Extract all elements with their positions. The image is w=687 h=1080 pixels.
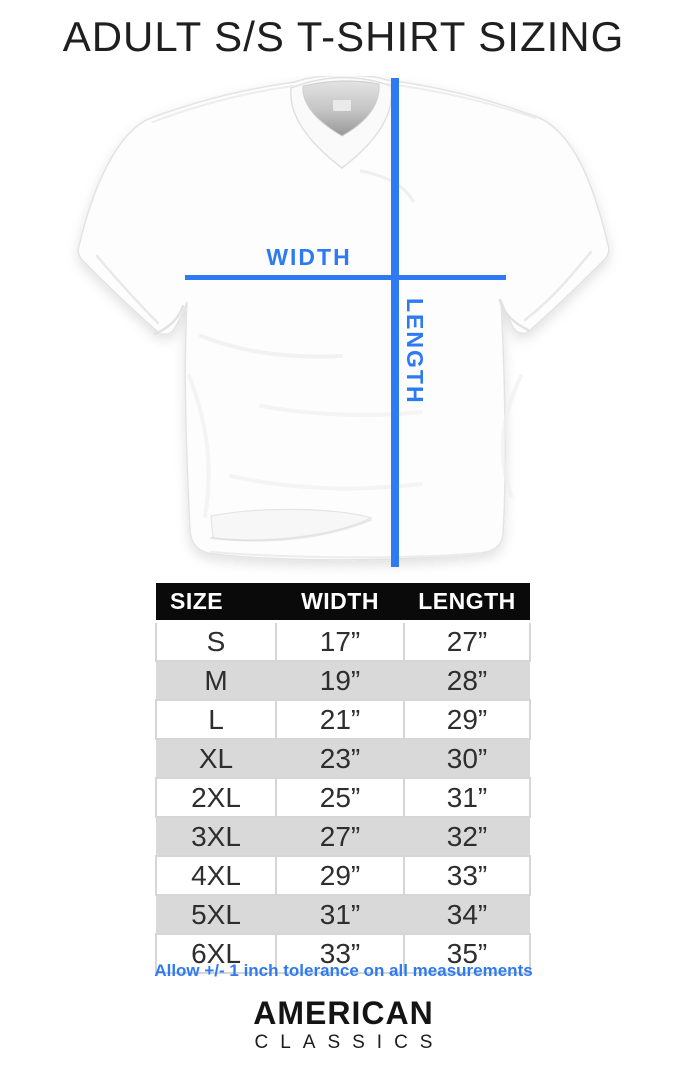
measurement-overlay: WIDTH LENGTH — [185, 78, 506, 567]
width-cell: 25” — [275, 777, 405, 818]
width-cell: 21” — [275, 699, 405, 740]
width-label: WIDTH — [266, 244, 351, 270]
header-row: SIZE WIDTH LENGTH — [156, 583, 530, 623]
size-cell: M — [156, 661, 276, 700]
brand-name-secondary: CLASSICS — [254, 1032, 445, 1054]
table-row: M 19” 28” — [156, 661, 530, 700]
size-table-body: S 17” 27” M 19” 28” L 21” 29” XL 23” 30” 2XL 25” 31” 3X… — [155, 620, 531, 974]
size-cell: 5XL — [156, 895, 276, 934]
length-cell: 35” — [403, 933, 531, 974]
length-cell: 32” — [404, 817, 530, 856]
brand-name-primary: AMERICAN — [253, 995, 434, 1031]
length-cell: 31” — [403, 777, 531, 818]
width-cell: 19” — [276, 661, 404, 700]
header-width: WIDTH — [276, 583, 404, 623]
width-cell: 29” — [275, 855, 405, 896]
tshirt-diagram: WIDTH LENGTH — [61, 76, 626, 576]
length-cell: 28” — [404, 661, 530, 700]
length-label: LENGTH — [402, 298, 428, 405]
brand-logo: AMERICAN CLASSICS — [0, 995, 687, 1054]
collar — [290, 76, 393, 169]
length-cell: 34” — [404, 895, 530, 934]
width-cell: 33” — [275, 933, 405, 974]
size-cell: XL — [156, 739, 276, 778]
table-row: 2XL 25” 31” — [155, 777, 531, 818]
table-row: 5XL 31” 34” — [156, 895, 530, 934]
width-cell: 27” — [276, 817, 404, 856]
size-cell: S — [155, 620, 277, 662]
length-cell: 27” — [403, 620, 531, 662]
header-length: LENGTH — [404, 583, 530, 623]
table-row: 6XL 33” 35” — [155, 933, 531, 974]
size-cell: 2XL — [155, 777, 277, 818]
fabric-details — [95, 83, 593, 559]
table-row: 4XL 29” 33” — [155, 855, 531, 896]
table-row: 3XL 27” 32” — [156, 817, 530, 856]
width-cell: 17” — [275, 620, 405, 662]
size-cell: L — [155, 699, 277, 740]
length-cell: 33” — [403, 855, 531, 896]
width-cell: 23” — [276, 739, 404, 778]
length-cell: 29” — [403, 699, 531, 740]
table-row: XL 23” 30” — [156, 739, 530, 778]
size-table: SIZE WIDTH LENGTH S 17” 27” M 19” 28” L 21” 29” X… — [155, 583, 531, 974]
table-row: S 17” 27” — [155, 620, 531, 662]
length-measure-line — [391, 78, 399, 567]
width-cell: 31” — [276, 895, 404, 934]
size-cell: 3XL — [156, 817, 276, 856]
size-cell: 6XL — [155, 933, 277, 974]
table-row: L 21” 29” — [155, 699, 531, 740]
header-size: SIZE — [156, 583, 276, 623]
size-cell: 4XL — [155, 855, 277, 896]
length-cell: 30” — [404, 739, 530, 778]
size-table-header: SIZE WIDTH LENGTH — [156, 583, 530, 623]
width-measure-line — [185, 275, 506, 280]
tolerance-note: Allow +/- 1 inch tolerance on all measur… — [154, 961, 533, 980]
tshirt-photo: WIDTH LENGTH — [77, 76, 610, 567]
page-title: ADULT S/S T-SHIRT SIZING — [62, 13, 625, 60]
